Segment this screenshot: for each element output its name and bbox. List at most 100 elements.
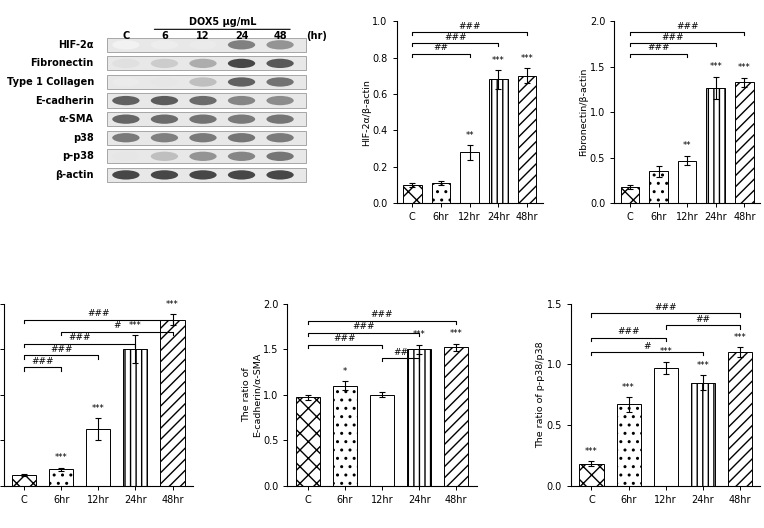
Text: E-cadherin: E-cadherin (35, 96, 94, 106)
Text: ###: ### (617, 327, 639, 336)
Text: 6: 6 (161, 31, 168, 41)
Bar (107, 130, 306, 145)
Ellipse shape (112, 133, 140, 143)
Ellipse shape (112, 77, 140, 87)
Bar (653, 368, 678, 486)
Text: ###: ### (662, 33, 684, 42)
Text: ***: *** (738, 63, 751, 72)
Bar (107, 149, 306, 164)
Text: 48: 48 (274, 31, 287, 41)
Ellipse shape (189, 77, 217, 87)
Bar (12, 475, 36, 486)
Text: ###: ### (444, 33, 467, 42)
Text: ***: *** (413, 330, 426, 339)
Ellipse shape (112, 170, 140, 180)
Bar (160, 320, 185, 486)
Ellipse shape (189, 170, 217, 180)
Text: #: # (113, 322, 121, 331)
Text: Fibronectin: Fibronectin (31, 59, 94, 69)
Ellipse shape (189, 96, 217, 105)
Y-axis label: HIF-2α/β-actin: HIF-2α/β-actin (362, 79, 371, 146)
Text: ***: *** (585, 447, 598, 456)
Bar (370, 394, 394, 486)
Text: ###: ### (371, 310, 393, 319)
Bar (107, 37, 306, 52)
Ellipse shape (228, 77, 255, 87)
Text: **: ** (683, 142, 691, 150)
Text: ###: ### (334, 334, 356, 343)
Text: ###: ### (655, 303, 677, 312)
Y-axis label: The ratio of p-p38/p38: The ratio of p-p38/p38 (536, 341, 545, 448)
Text: ###: ### (352, 322, 374, 331)
Text: (hr): (hr) (306, 31, 327, 41)
Ellipse shape (228, 96, 255, 105)
Text: **: ** (465, 130, 474, 139)
Ellipse shape (228, 59, 255, 68)
Ellipse shape (228, 170, 255, 180)
Bar (620, 187, 639, 203)
Text: ***: *** (710, 62, 722, 71)
Ellipse shape (189, 40, 217, 50)
Text: β-actin: β-actin (55, 170, 94, 180)
Text: ###: ### (69, 333, 91, 342)
Bar (407, 349, 431, 486)
Ellipse shape (151, 96, 178, 105)
Bar (517, 76, 536, 203)
Bar (107, 112, 306, 126)
Ellipse shape (112, 96, 140, 105)
Text: ***: *** (659, 347, 672, 356)
Text: p-p38: p-p38 (62, 152, 94, 162)
Text: ***: *** (696, 361, 709, 370)
Bar (107, 93, 306, 108)
Bar (107, 56, 306, 71)
Bar (649, 172, 668, 203)
Ellipse shape (228, 133, 255, 143)
Bar (489, 79, 507, 203)
Bar (49, 469, 73, 486)
Ellipse shape (151, 40, 178, 50)
Bar (707, 88, 725, 203)
Bar (460, 152, 479, 203)
Text: ###: ### (458, 22, 481, 31)
Ellipse shape (267, 152, 293, 161)
Ellipse shape (112, 59, 140, 68)
Ellipse shape (267, 59, 293, 68)
Text: HIF-2α: HIF-2α (58, 40, 94, 50)
Text: DOX5 μg/mL: DOX5 μg/mL (189, 17, 256, 27)
Bar (432, 183, 450, 203)
Bar (403, 185, 422, 203)
Text: ***: *** (450, 329, 462, 338)
Text: ###: ### (50, 345, 73, 354)
Ellipse shape (189, 115, 217, 124)
Text: ***: *** (492, 56, 504, 65)
Text: ***: *** (520, 54, 533, 63)
Ellipse shape (267, 40, 293, 50)
Ellipse shape (189, 133, 217, 143)
Text: ###: ### (87, 309, 109, 318)
Ellipse shape (267, 77, 293, 87)
Text: ***: *** (622, 383, 635, 392)
Text: *: * (343, 366, 347, 375)
Text: 12: 12 (196, 31, 210, 41)
Bar (107, 168, 306, 182)
Ellipse shape (267, 133, 293, 143)
Bar (296, 398, 320, 486)
Bar (124, 349, 147, 486)
Bar (579, 464, 604, 486)
Bar (691, 382, 715, 486)
Ellipse shape (228, 115, 255, 124)
Text: α-SMA: α-SMA (59, 114, 94, 124)
Bar (444, 347, 468, 486)
Bar (617, 404, 640, 486)
Ellipse shape (267, 115, 293, 124)
Ellipse shape (151, 77, 178, 87)
Bar (735, 82, 754, 203)
Text: ***: *** (166, 300, 179, 309)
Ellipse shape (112, 115, 140, 124)
Ellipse shape (267, 96, 293, 105)
Text: ###: ### (31, 357, 54, 366)
Ellipse shape (151, 133, 178, 143)
Text: #: # (643, 342, 651, 351)
Text: ***: *** (92, 404, 105, 413)
Y-axis label: Fibronectin/β-actin: Fibronectin/β-actin (579, 68, 588, 156)
